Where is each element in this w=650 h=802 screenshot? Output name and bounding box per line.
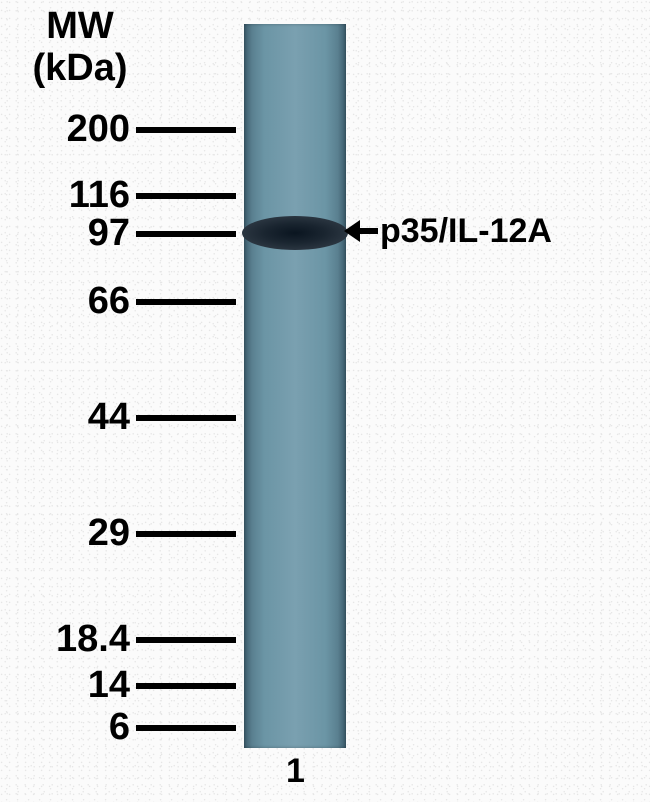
gel-lane	[244, 24, 346, 748]
mw-label: 18.4	[56, 618, 130, 661]
tick-line	[136, 725, 236, 731]
mw-label: 6	[109, 706, 130, 749]
mw-label: 66	[88, 280, 130, 323]
mw-label: 14	[88, 664, 130, 707]
lane-number: 1	[286, 752, 305, 791]
band-label: p35/IL-12A	[380, 212, 552, 251]
tick-line	[136, 299, 236, 305]
tick-line	[136, 193, 236, 199]
tick-line	[136, 683, 236, 689]
tick-line	[136, 231, 236, 237]
blot-container: MW (kDa) 200 11697 66 44 29 18.4146 p35/IL-12…	[0, 0, 650, 802]
tick-line	[136, 531, 236, 537]
y-axis-title: MW (kDa)	[20, 6, 140, 90]
mw-label: 29	[88, 512, 130, 555]
tick-line	[136, 127, 236, 133]
gel-band-p35	[242, 216, 348, 250]
mw-label: 116	[69, 174, 130, 217]
y-axis-title-line1: MW	[46, 5, 114, 47]
mw-label: 200	[67, 108, 130, 151]
tick-line	[136, 415, 236, 421]
mw-label: 44	[88, 396, 130, 439]
y-axis-title-line2: (kDa)	[32, 47, 127, 89]
band-arrow	[348, 217, 378, 245]
mw-label: 97	[88, 212, 130, 255]
tick-line	[136, 637, 236, 643]
